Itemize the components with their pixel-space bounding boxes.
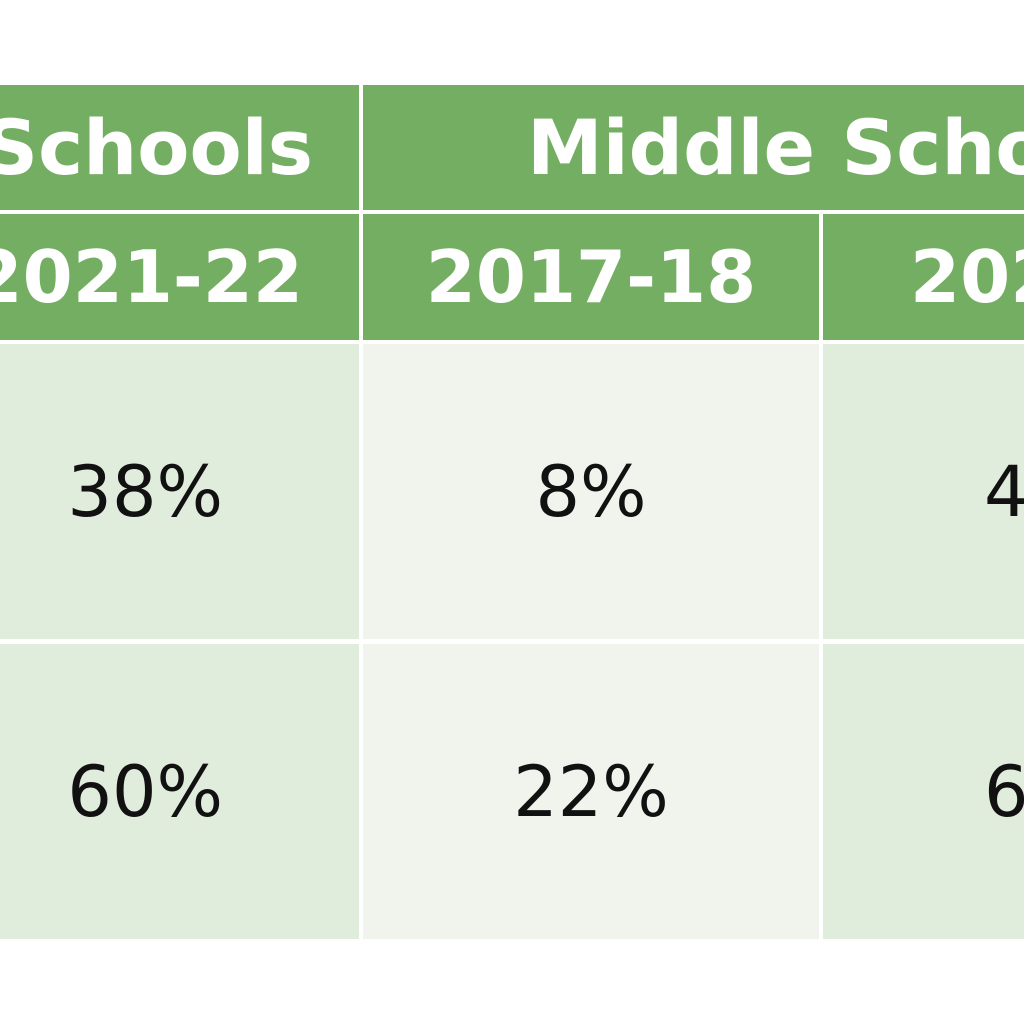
cell-value: 8% (535, 450, 647, 533)
cell-value: 4 (984, 450, 1024, 533)
cell-value: 38% (67, 450, 223, 533)
group-header-label: Middle Scho (527, 103, 1024, 192)
table-cell: 4 (823, 344, 1024, 639)
year-header-cell: 2017-18 (363, 214, 819, 340)
cell-value: 60% (67, 750, 223, 833)
cell-value: 22% (513, 750, 669, 833)
year-header-label: 202 (910, 235, 1024, 319)
cell-value: 6 (984, 750, 1024, 833)
year-header-label: 2017-18 (425, 235, 757, 319)
year-header-cell: 2021-22 (0, 214, 359, 340)
table-cell: 38% (0, 344, 359, 639)
table-cell: 22% (363, 644, 819, 939)
table-cell: 8% (363, 344, 819, 639)
table-cell: 60% (0, 644, 359, 939)
group-header-label: Schools (0, 103, 313, 192)
year-header-label: 2021-22 (0, 235, 303, 319)
group-header-schools: Schools (0, 85, 359, 210)
group-header-middle-schools: Middle Scho (363, 85, 1024, 210)
year-header-cell: 202 (823, 214, 1024, 340)
table-cell: 6 (823, 644, 1024, 939)
